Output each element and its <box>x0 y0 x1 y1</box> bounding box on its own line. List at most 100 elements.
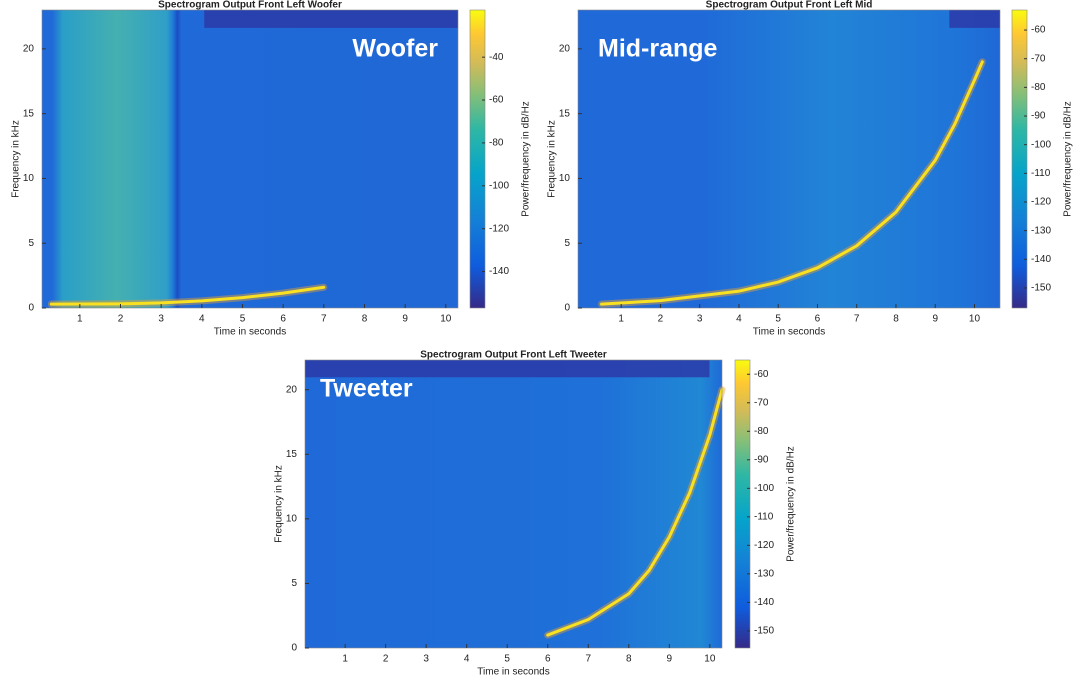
colorbar-tick-label: -130 <box>754 569 774 580</box>
x-tick-label: 10 <box>704 654 716 665</box>
x-tick-label: 6 <box>815 314 821 325</box>
colorbar-tick-label: -110 <box>754 511 774 522</box>
low-power-band <box>204 10 458 28</box>
colorbar-tick-label: -120 <box>489 223 509 234</box>
low-power-band <box>305 360 710 378</box>
colorbar-tick-label: -140 <box>489 266 509 277</box>
x-tick-label: 10 <box>440 314 452 325</box>
x-axis-label: Time in seconds <box>477 667 549 678</box>
y-tick-label: 20 <box>286 384 298 395</box>
x-tick-label: 2 <box>658 314 664 325</box>
overlay-label: Tweeter <box>320 375 413 403</box>
colorbar-tick-label: -100 <box>754 483 774 494</box>
x-tick-label: 2 <box>383 654 389 665</box>
x-tick-label: 1 <box>342 654 348 665</box>
x-tick-label: 6 <box>545 654 551 665</box>
y-tick-label: 20 <box>559 44 571 55</box>
y-tick-label: 5 <box>28 238 34 249</box>
x-tick-label: 9 <box>667 654 673 665</box>
colorbar <box>1011 9 1028 309</box>
plot-frame <box>577 9 1001 309</box>
x-tick-label: 4 <box>199 314 205 325</box>
y-axis-label: Frequency in kHz <box>547 120 558 198</box>
y-tick-label: 0 <box>564 303 570 314</box>
y-tick-label: 10 <box>286 513 298 524</box>
colorbar-label: Power/frequency in dB/Hz <box>786 446 797 562</box>
y-tick-label: 5 <box>291 578 297 589</box>
x-tick-label: 5 <box>240 314 246 325</box>
plot-area <box>42 10 458 308</box>
colorbar-tick-label: -80 <box>754 426 769 437</box>
x-tick-label: 5 <box>504 654 510 665</box>
plot-frame <box>304 359 723 649</box>
colorbar-tick-label: -120 <box>754 540 774 551</box>
overlay-label: Mid-range <box>598 35 718 63</box>
colorbar-tick-label: -60 <box>489 95 504 106</box>
x-tick-label: 8 <box>893 314 899 325</box>
x-tick-label: 3 <box>158 314 164 325</box>
spectrogram-panel: 1 2 3 4 5 6 7 8 9 10 0 5 10 15 20 Spectrogram Output Fr… <box>547 0 1074 338</box>
colorbar-tick-label: -150 <box>754 626 774 637</box>
colorbar-tick-label: -70 <box>1031 53 1046 64</box>
x-axis-label: Time in seconds <box>214 327 286 338</box>
y-tick-label: 0 <box>291 643 297 654</box>
colorbar-tick-label: -40 <box>489 52 504 63</box>
x-tick-label: 7 <box>585 654 591 665</box>
y-tick-label: 20 <box>23 44 35 55</box>
ridge <box>49 285 326 306</box>
x-tick-label: 3 <box>423 654 429 665</box>
y-tick-label: 0 <box>28 303 34 314</box>
colorbar-tick-label: -60 <box>1031 25 1046 36</box>
y-tick-label: 15 <box>286 449 298 460</box>
colorbar-label: Power/frequency in dB/Hz <box>1063 101 1074 217</box>
x-tick-label: 8 <box>626 654 632 665</box>
colorbar-tick-label: -110 <box>1031 168 1051 179</box>
overlay-label: Woofer <box>352 35 438 63</box>
x-tick-label: 7 <box>321 314 327 325</box>
x-tick-label: 1 <box>618 314 624 325</box>
x-tick-label: 6 <box>280 314 286 325</box>
plot-area <box>305 360 722 648</box>
x-tick-label: 1 <box>77 314 83 325</box>
plot-area <box>578 10 1000 308</box>
colorbar-tick-label: -150 <box>1031 283 1051 294</box>
x-tick-label: 5 <box>775 314 781 325</box>
x-tick-label: 7 <box>854 314 860 325</box>
x-tick-label: 9 <box>932 314 938 325</box>
spectrogram-panel: 1 2 3 4 5 6 7 8 9 10 0 5 10 15 20 Spectrogram Output Fr… <box>274 350 797 678</box>
colorbar-tick-label: -60 <box>754 369 769 380</box>
x-tick-label: 9 <box>402 314 408 325</box>
colorbar-tick-label: -140 <box>754 597 774 608</box>
low-power-band <box>949 10 1000 28</box>
y-tick-label: 15 <box>559 108 571 119</box>
colorbar-tick-label: -100 <box>489 180 509 191</box>
y-axis-label: Frequency in kHz <box>274 465 285 543</box>
title: Spectrogram Output Front Left Tweeter <box>420 350 607 361</box>
x-axis-label: Time in seconds <box>753 327 825 338</box>
colorbar <box>469 9 486 309</box>
y-tick-label: 10 <box>23 173 35 184</box>
plot-frame <box>41 9 459 309</box>
x-tick-label: 10 <box>969 314 981 325</box>
y-tick-label: 15 <box>23 108 35 119</box>
colorbar-label: Power/frequency in dB/Hz <box>521 101 532 217</box>
colorbar-tick-label: -130 <box>1031 225 1051 236</box>
x-tick-label: 3 <box>697 314 703 325</box>
spectrogram-panel: 1 2 3 4 5 6 7 8 9 10 0 5 10 15 20 Spectrogram Output Fr… <box>11 0 532 338</box>
title: Spectrogram Output Front Left Mid <box>706 0 873 11</box>
ridge <box>546 388 724 637</box>
title: Spectrogram Output Front Left Woofer <box>158 0 342 11</box>
colorbar-tick-label: -100 <box>1031 139 1051 150</box>
y-axis-label: Frequency in kHz <box>11 120 22 198</box>
y-tick-label: 5 <box>564 238 570 249</box>
x-tick-label: 2 <box>118 314 124 325</box>
colorbar-tick-label: -70 <box>754 397 769 408</box>
colorbar-tick-label: -90 <box>1031 111 1046 122</box>
colorbar-tick-label: -90 <box>754 454 769 465</box>
colorbar-tick-label: -80 <box>1031 82 1046 93</box>
colorbar-tick-label: -80 <box>489 138 504 149</box>
ridge <box>600 60 984 306</box>
colorbar <box>734 359 751 649</box>
